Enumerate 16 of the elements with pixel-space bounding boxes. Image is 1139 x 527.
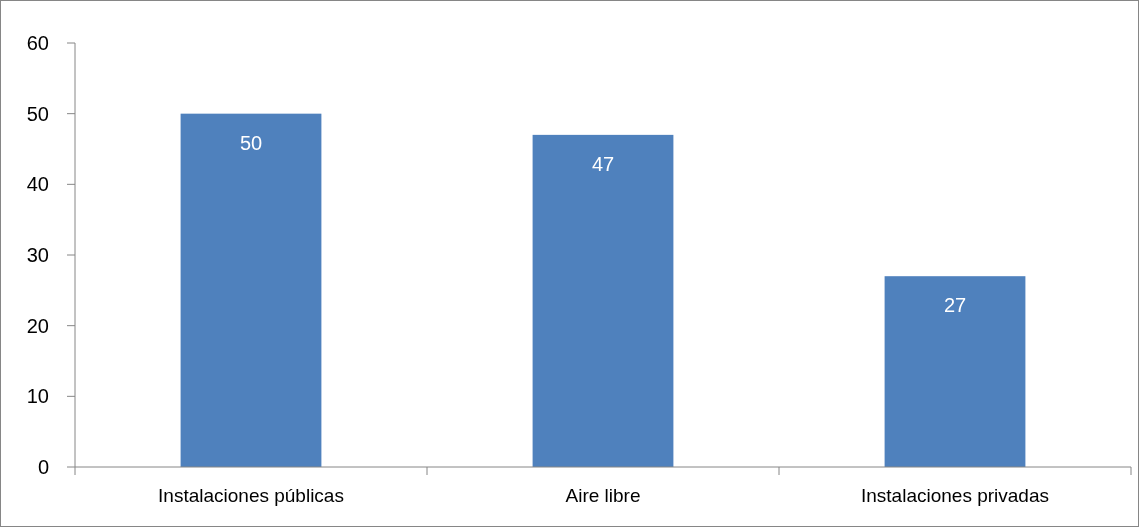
data-label: 47	[591, 152, 615, 175]
bar	[884, 276, 1026, 467]
data-label: 50	[239, 131, 263, 154]
y-tick-label: 10	[26, 385, 49, 408]
y-tick-label: 50	[26, 102, 49, 125]
data-label: 27	[943, 294, 967, 317]
y-tick-label: 0	[37, 456, 49, 478]
y-tick-label: 40	[26, 173, 49, 196]
y-tick-label: 30	[26, 244, 49, 266]
y-tick-label: 60	[26, 32, 49, 54]
x-tick-label: Aire libre	[565, 485, 641, 506]
x-tick-label: Instalaciones privadas	[861, 485, 1049, 506]
x-tick-label: Instalaciones públicas	[158, 485, 344, 506]
y-tick-label: 20	[26, 314, 49, 337]
bar	[532, 134, 674, 467]
bar	[180, 113, 322, 467]
